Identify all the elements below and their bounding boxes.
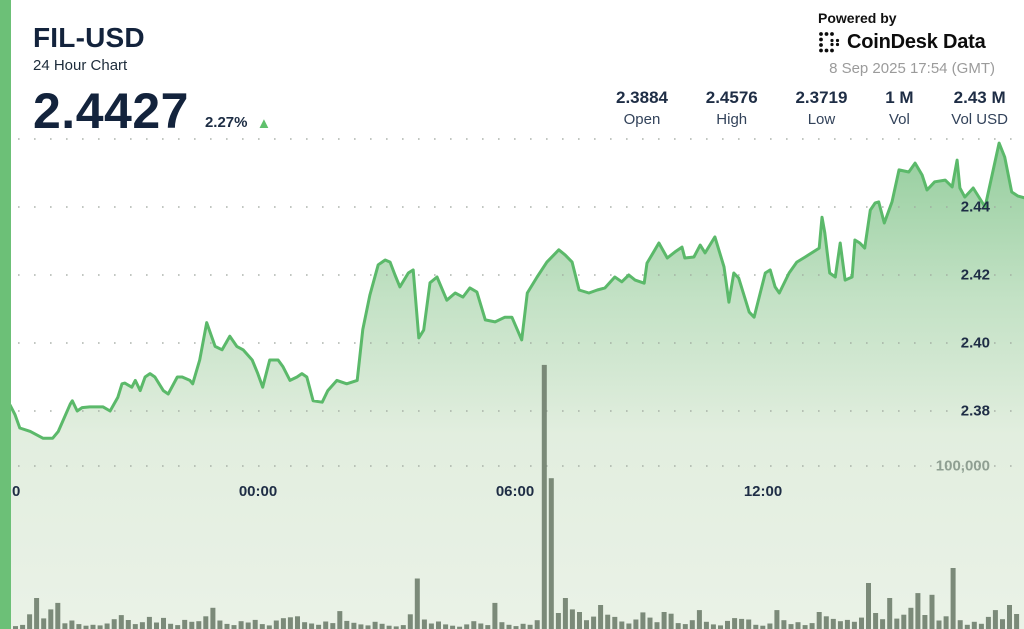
page-title: FIL-USD xyxy=(33,22,145,53)
arrow-up-icon: ▲ xyxy=(256,114,272,132)
price-line xyxy=(8,141,1024,440)
stat-vol-usd: 2.43 M Vol USD xyxy=(951,88,1008,128)
stat-value: 1 M xyxy=(885,88,914,107)
brand-block: Powered by CoinDesk Data 8 Sep 2025 17:5… xyxy=(818,10,995,77)
stat-high: 2.4576 High xyxy=(706,88,758,128)
stat-label: Vol xyxy=(888,111,910,128)
stat-value: 2.3719 xyxy=(795,88,848,107)
brand-row: CoinDesk Data xyxy=(818,31,995,54)
header: FIL-USD 24 Hour Chart 2.4427 2.27% ▲ xyxy=(33,22,271,136)
volume-bars xyxy=(13,364,1020,629)
left-accent-bar xyxy=(0,0,11,629)
stat-open: 2.3884 Open xyxy=(616,88,668,128)
stats-row: 2.3884 Open 2.4576 High 2.3719 Low 1 M Vol 2.43 … xyxy=(616,88,1008,128)
coindesk-logo-icon xyxy=(819,32,840,53)
change-percent: 2.27% xyxy=(204,113,248,131)
stat-label: Low xyxy=(807,111,836,128)
current-price: 2.4427 xyxy=(33,83,189,139)
timestamp: 8 Sep 2025 17:54 (GMT) xyxy=(829,60,995,77)
stat-low: 2.3719 Low xyxy=(795,88,847,128)
stat-value: 2.4576 xyxy=(705,88,758,107)
brand-name: CoinDesk Data xyxy=(847,31,986,53)
stat-label: High xyxy=(716,111,748,128)
stat-label: Vol USD xyxy=(951,111,1008,128)
price-row: 2.4427 2.27% ▲ xyxy=(33,83,272,139)
stat-value: 2.43 M xyxy=(953,88,1006,107)
stat-label: Open xyxy=(623,111,661,128)
powered-by-label: Powered by xyxy=(818,10,897,26)
price-area-fill xyxy=(10,143,1024,629)
chart-subtitle: 24 Hour Chart xyxy=(33,57,128,74)
stat-value: 2.3884 xyxy=(616,88,668,107)
stat-vol: 1 M Vol xyxy=(885,88,913,128)
